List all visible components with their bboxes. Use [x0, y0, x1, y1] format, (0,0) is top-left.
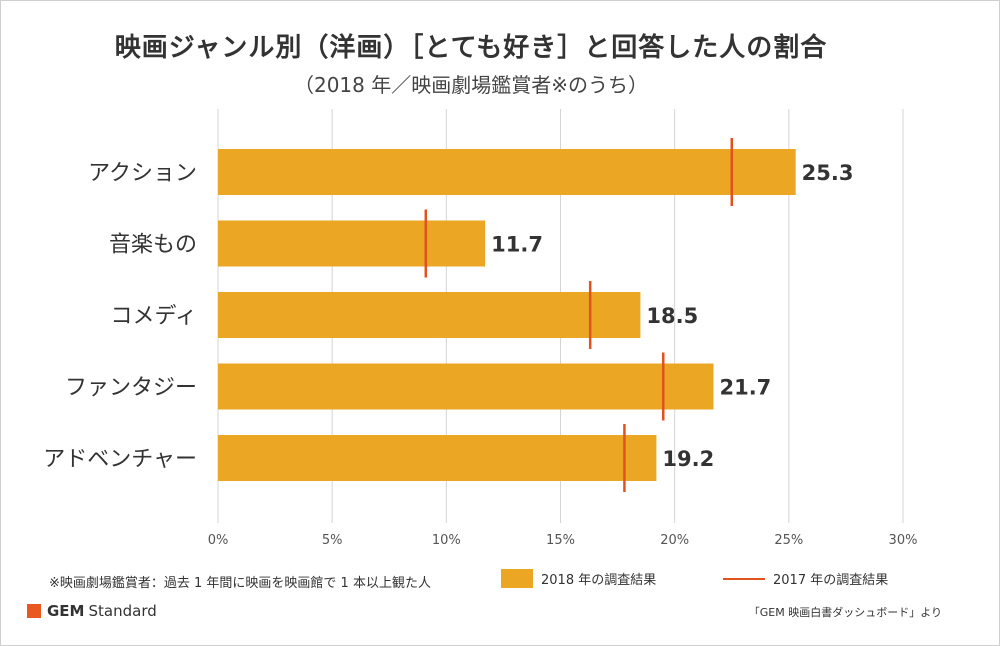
category-label: コメディ [111, 304, 197, 329]
x-tick-label: 10% [432, 533, 461, 548]
brand-name-bold: GEM [47, 602, 85, 620]
brand-mark-icon [27, 604, 41, 618]
category-label: 音楽もの [109, 233, 197, 258]
legend-label-2018: 2018 年の調査結果 [541, 573, 657, 588]
x-tick-label: 5% [322, 533, 343, 548]
data-label: 21.7 [719, 376, 771, 400]
chart-title: 映画ジャンル別（洋画）［とても好き］と回答した人の割合 [114, 33, 828, 63]
x-tick-label: 0% [208, 533, 229, 548]
category-label: アクション [88, 161, 197, 186]
bar-2018 [218, 292, 641, 338]
footnote: ※映画劇場鑑賞者：過去 1 年間に映画を映画館で 1 本以上観た人 [49, 576, 431, 591]
data-label: 11.7 [491, 233, 543, 257]
legend-item-2018: 2018 年の調査結果 [501, 569, 656, 588]
brand-logo: GEM Standard [27, 602, 157, 620]
source-note: 「GEM 映画白書ダッシュボード」より [748, 606, 942, 619]
x-tick-label: 25% [774, 533, 803, 548]
legend-item-2017: 2017 年の調査結果 [723, 569, 888, 588]
brand-name-rest: Standard [88, 602, 157, 620]
bar-2018 [218, 363, 714, 410]
legend-swatch-marker [723, 577, 765, 580]
legend-label-2017: 2017 年の調査結果 [773, 573, 889, 588]
data-label: 25.3 [802, 161, 854, 185]
x-tick-label: 15% [546, 533, 575, 548]
bar-2018 [218, 149, 796, 195]
bar-2018 [218, 435, 657, 481]
category-label: ファンタジー [65, 376, 197, 401]
category-label: アドベンチャー [43, 447, 197, 472]
x-tick-label: 20% [660, 533, 689, 548]
x-tick-label: 30% [889, 533, 918, 548]
data-label: 18.5 [646, 304, 698, 328]
chart-subtitle: （2018 年／映画劇場鑑賞者※のうち） [293, 73, 648, 97]
legend-swatch-bar [501, 569, 533, 588]
bar-chart: 0% 5% 10% 15% 20% 25% 30% アクション 25.3 音楽もの 11.7 コメディ… [43, 109, 918, 548]
bar-2018 [218, 220, 486, 267]
data-label: 19.2 [662, 447, 714, 471]
